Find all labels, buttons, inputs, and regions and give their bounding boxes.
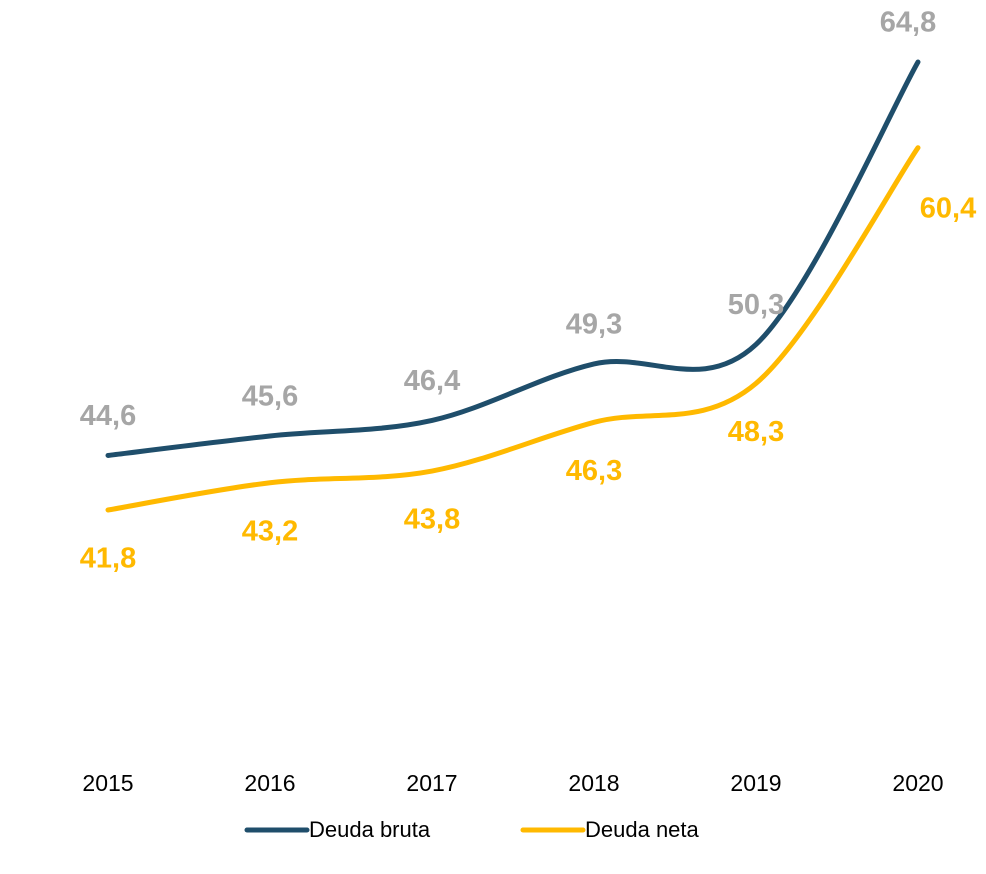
x-tick-label: 2020 bbox=[892, 770, 943, 796]
x-tick-label: 2015 bbox=[82, 770, 133, 796]
data-label: 49,3 bbox=[566, 309, 622, 341]
x-tick-label: 2016 bbox=[244, 770, 295, 796]
data-label: 64,8 bbox=[880, 7, 936, 39]
data-label: 48,3 bbox=[728, 416, 784, 448]
data-label: 41,8 bbox=[80, 543, 136, 575]
data-label: 44,6 bbox=[80, 400, 136, 432]
legend-label: Deuda neta bbox=[585, 817, 700, 842]
series-line bbox=[105, 59, 921, 458]
data-label: 46,4 bbox=[404, 365, 460, 397]
data-label: 43,8 bbox=[404, 504, 460, 536]
series-line bbox=[105, 145, 921, 513]
data-label: 46,3 bbox=[566, 455, 622, 487]
data-label: 45,6 bbox=[242, 381, 298, 413]
x-tick-label: 2018 bbox=[568, 770, 619, 796]
x-tick-label: 2017 bbox=[406, 770, 457, 796]
data-label: 50,3 bbox=[728, 289, 784, 321]
legend-label: Deuda bruta bbox=[309, 817, 431, 842]
data-label: 43,2 bbox=[242, 515, 298, 547]
data-label: 60,4 bbox=[920, 192, 976, 224]
x-tick-label: 2019 bbox=[730, 770, 781, 796]
